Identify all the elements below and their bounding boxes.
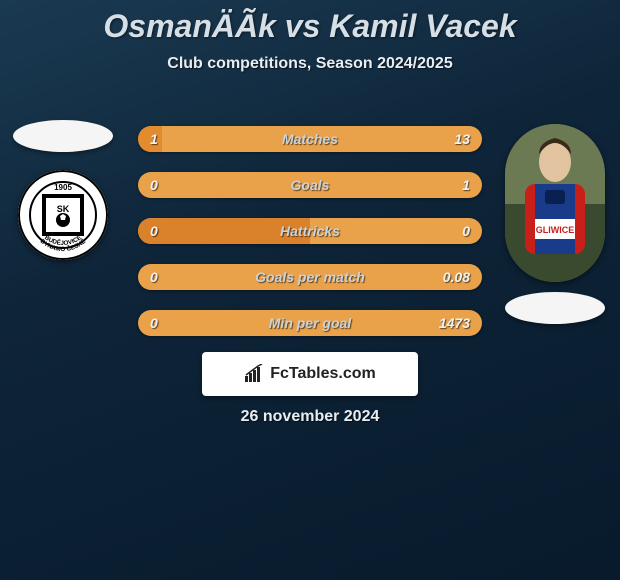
- stat-label: Min per goal: [190, 315, 430, 331]
- left-club-badge: 1905 SK DYNAMO ČESKÉ BUDĚJOVICE: [18, 170, 108, 260]
- stat-value-left: 0: [150, 177, 190, 193]
- stat-label: Goals: [190, 177, 430, 193]
- page-title: OsmanÄÃ­k vs Kamil Vacek: [0, 0, 620, 45]
- chart-icon: [244, 364, 264, 384]
- stat-value-right: 13: [430, 131, 470, 147]
- stat-label: Hattricks: [190, 223, 430, 239]
- badge-year: 1905: [54, 183, 72, 192]
- stat-value-right: 1473: [430, 315, 470, 331]
- left-flag: [13, 120, 113, 152]
- page-subtitle: Club competitions, Season 2024/2025: [0, 55, 620, 73]
- stat-value-right: 0: [430, 223, 470, 239]
- right-player-column: GLIWICE: [500, 124, 610, 324]
- comparison-date: 26 november 2024: [0, 408, 620, 426]
- stat-row: 0Goals per match0.08: [138, 264, 482, 290]
- brand-text: FcTables.com: [270, 365, 376, 383]
- right-flag: [505, 292, 605, 324]
- stat-value-right: 1: [430, 177, 470, 193]
- left-player-column: 1905 SK DYNAMO ČESKÉ BUDĚJOVICE: [8, 120, 118, 260]
- stat-value-left: 0: [150, 223, 190, 239]
- right-player-photo: GLIWICE: [505, 124, 605, 282]
- stat-row: 0Hattricks0: [138, 218, 482, 244]
- stat-value-left: 1: [150, 131, 190, 147]
- stat-label: Matches: [190, 131, 430, 147]
- stat-row: 0Min per goal1473: [138, 310, 482, 336]
- stat-label: Goals per match: [190, 269, 430, 285]
- badge-sk: SK: [57, 204, 70, 214]
- stat-value-left: 0: [150, 269, 190, 285]
- stat-value-left: 0: [150, 315, 190, 331]
- stat-row: 0Goals1: [138, 172, 482, 198]
- comparison-card: OsmanÄÃ­k vs Kamil Vacek Club competitio…: [0, 0, 620, 580]
- brand-badge[interactable]: FcTables.com: [202, 352, 418, 396]
- svg-text:GLIWICE: GLIWICE: [536, 225, 575, 235]
- stat-row: 1Matches13: [138, 126, 482, 152]
- stats-panel: 1Matches130Goals10Hattricks00Goals per m…: [138, 126, 482, 356]
- stat-value-right: 0.08: [430, 269, 470, 285]
